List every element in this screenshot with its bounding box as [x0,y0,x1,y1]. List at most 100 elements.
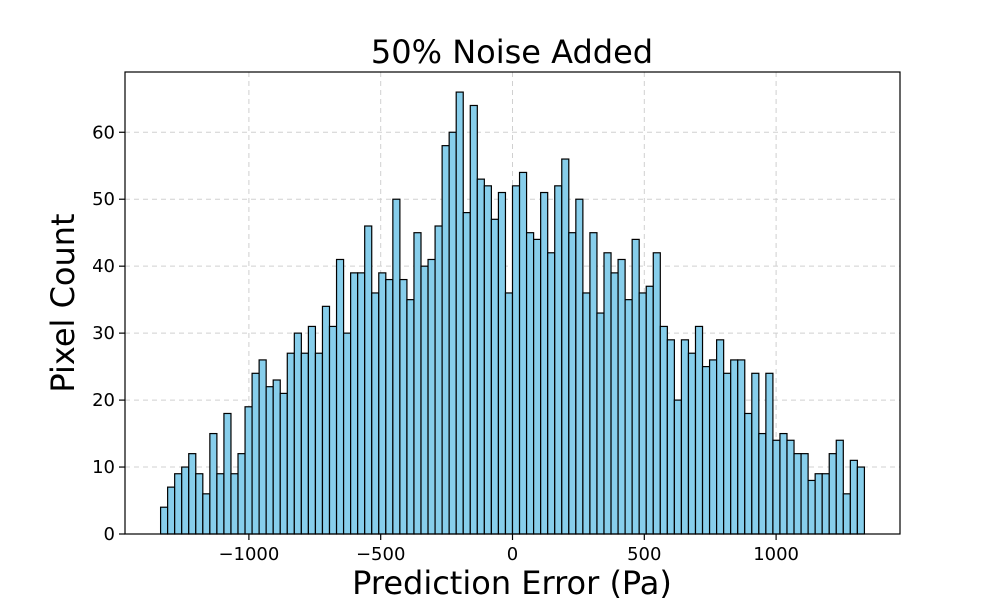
histogram-bar [413,232,422,535]
histogram-bar [272,379,281,535]
ticks-layer: −1000 −500 0 500 1000 0 10 20 30 40 50 60 [92,122,799,565]
histogram-bar [723,372,732,535]
histogram-bar [364,225,373,535]
histogram-bar [216,473,225,535]
y-tick-label: 40 [92,256,115,277]
histogram-bar [511,185,521,535]
histogram-bar [462,212,471,535]
histogram-bar [758,432,767,535]
histogram-bar [842,493,851,535]
histogram-bar [645,285,654,535]
x-tick-label: 500 [627,544,661,565]
y-tick-label: 10 [92,457,115,478]
histogram-bar [666,339,675,535]
histogram-bar [251,372,260,535]
x-tick-label: 0 [507,544,518,565]
histogram-bar [786,439,795,535]
histogram-bar [744,412,753,535]
histogram-bar [328,325,338,535]
histogram-bar [342,332,352,535]
histogram-bar [469,104,478,535]
histogram-bar [335,258,345,535]
histogram-bar [856,466,866,535]
histogram-bar [181,466,190,535]
histogram-bar [793,453,802,535]
chart-title: 50% Noise Added [371,33,653,71]
histogram-bar [814,473,823,535]
histogram-bar [554,185,563,535]
histogram-bar [525,232,535,535]
histogram-bar [730,359,739,535]
histogram-bar [448,131,457,535]
histogram-bar [392,198,401,535]
histogram-bar [300,352,309,535]
histogram-bar [610,272,619,535]
x-tick-label: −1000 [218,544,279,565]
histogram-bar [716,339,725,535]
x-tick-label: 1000 [753,544,799,565]
histogram-bar [617,258,626,535]
histogram-bar [835,439,844,535]
y-tick-label: 60 [92,122,115,143]
histogram-bar [434,225,443,535]
histogram-bar [167,486,176,535]
histogram-bar [631,238,640,535]
histogram-bar [596,312,605,535]
histogram-bar [504,292,514,535]
bars-layer [159,91,866,535]
histogram-bar [159,506,169,535]
histogram-bar [603,252,612,535]
histogram-bar [230,473,239,535]
histogram-bar [258,359,267,535]
histogram-bar [821,473,830,535]
histogram-bar [265,386,274,535]
histogram-bar [279,392,288,535]
histogram-bar [223,412,232,535]
histogram-bar [195,473,204,535]
histogram-bar [476,178,485,535]
histogram-bar [371,292,380,535]
histogram-bar [680,339,690,535]
histogram-bar [483,185,492,535]
histogram-bar [800,453,809,535]
histogram-bar [575,198,584,535]
y-tick-label: 20 [92,390,115,411]
histogram-bar [385,278,394,535]
histogram-bar [708,359,718,535]
histogram-bar [237,453,246,535]
histogram-bar [188,453,197,535]
y-tick-label: 50 [92,189,115,210]
histogram-bar [427,258,436,535]
histogram-bar [589,232,598,535]
histogram-bar [624,299,633,535]
histogram-bar [490,218,500,535]
y-tick-label: 0 [104,524,115,545]
histogram-bar [807,479,816,535]
histogram-bar [652,252,661,535]
histogram-bar [406,299,415,535]
histogram-bar [307,325,317,535]
histogram-bar [828,453,837,535]
histogram-bar [202,493,211,535]
histogram-bar [765,372,774,535]
histogram-bar [441,145,450,535]
histogram-bar [849,459,858,535]
histogram-bar [321,305,331,535]
histogram-bar [357,272,366,535]
histogram-bar [737,359,746,535]
histogram-bar [673,399,683,535]
x-tick-label: −500 [356,544,405,565]
histogram-bar [772,439,781,535]
histogram-bar [561,158,570,535]
histogram-bar [314,352,324,535]
histogram-bar [568,232,577,535]
histogram-bar [582,292,591,535]
histogram-bar [209,432,218,535]
histogram-bar [547,252,556,535]
histogram-bar [540,191,549,535]
histogram-bar [638,292,647,535]
histogram-bar [518,171,528,535]
histogram-bar [701,366,711,535]
histogram-bar [533,238,542,535]
